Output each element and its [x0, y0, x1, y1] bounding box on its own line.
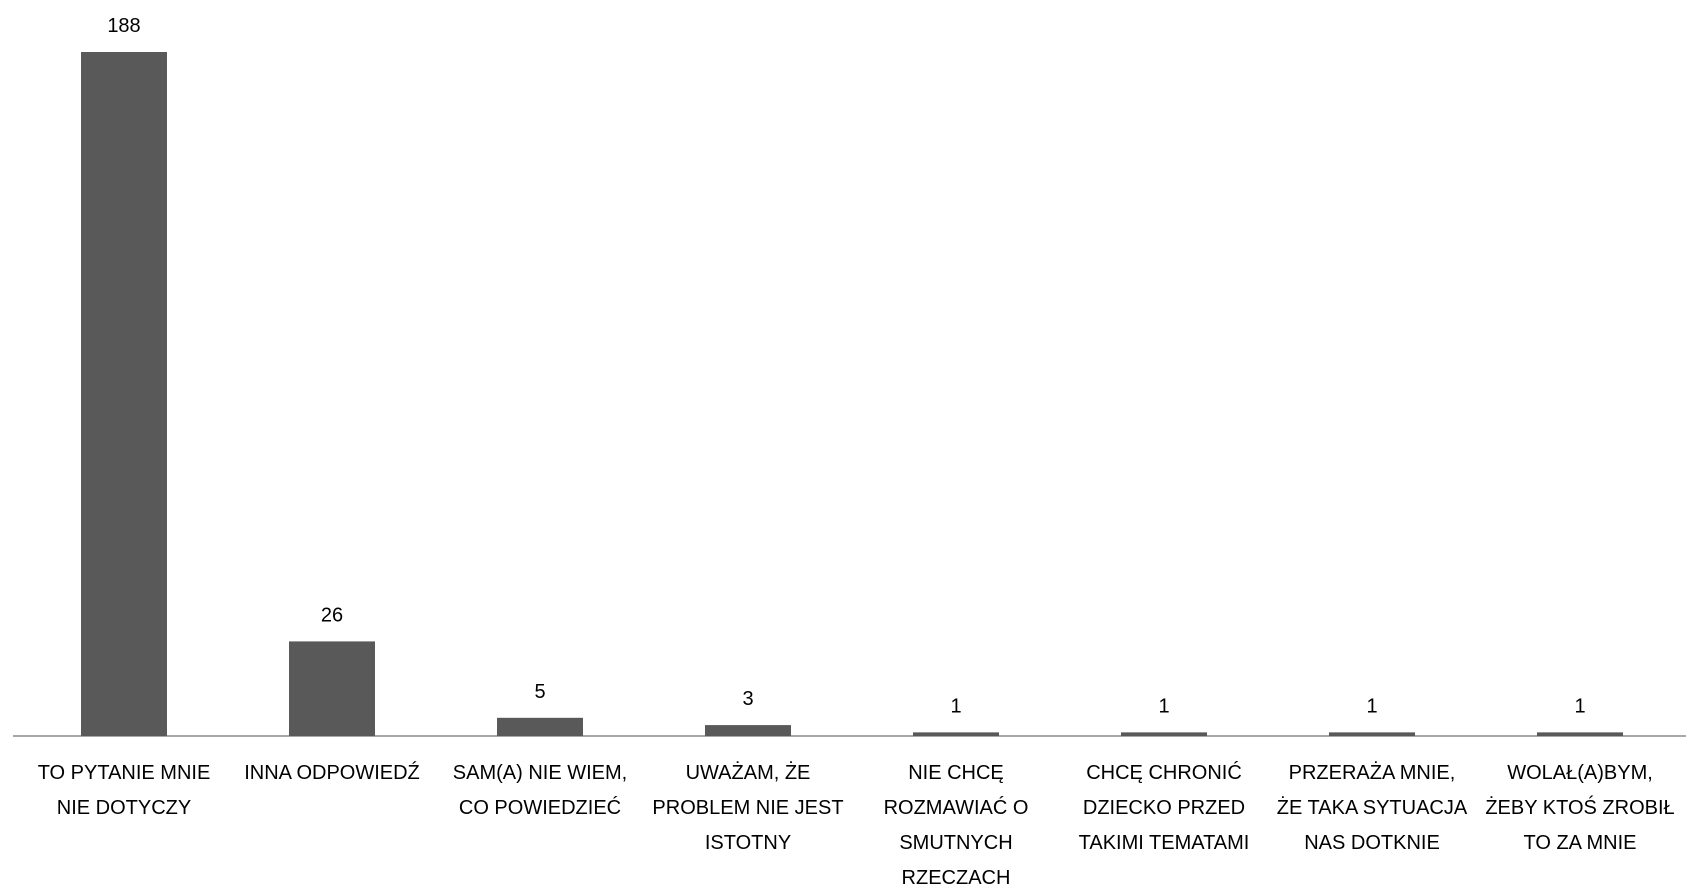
bar	[289, 641, 375, 736]
data-label: 188	[107, 15, 140, 37]
data-label: 1	[1574, 695, 1585, 717]
data-label: 1	[1366, 695, 1377, 717]
bar	[1121, 732, 1207, 736]
data-label: 26	[321, 604, 343, 626]
x-tick-label: UWAŻAM, ŻE PROBLEM NIE JEST ISTOTNY	[652, 762, 844, 854]
bar	[1329, 732, 1415, 736]
bar	[81, 52, 167, 736]
data-label: 1	[950, 695, 961, 717]
bar	[705, 725, 791, 736]
x-tick-label: TO PYTANIE MNIE NIE DOTYCZY	[37, 762, 211, 819]
x-tick-label: INNA ODPOWIEDŹ	[244, 762, 420, 784]
x-tick-label: NIE CHCĘ ROZMAWIAĆ O SMUTNYCH RZECZACH	[883, 762, 1029, 889]
x-tick-label: WOLAŁ(A)BYM, ŻEBY KTOŚ ZROBIŁ TO ZA MNIE	[1485, 762, 1675, 854]
bar	[913, 732, 999, 736]
bar	[1537, 732, 1623, 736]
x-tick-label: SAM(A) NIE WIEM, CO POWIEDZIEĆ	[452, 762, 628, 819]
data-label: 5	[534, 681, 545, 703]
data-label: 3	[742, 688, 753, 710]
x-tick-label: CHCĘ CHRONIĆ DZIECKO PRZED TAKIMI TEMATA…	[1078, 762, 1250, 854]
data-label: 1	[1158, 695, 1169, 717]
x-tick-label: PRZERAŻA MNIE, ŻE TAKA SYTUACJA NAS DOTK…	[1276, 762, 1468, 854]
bar	[497, 717, 583, 736]
